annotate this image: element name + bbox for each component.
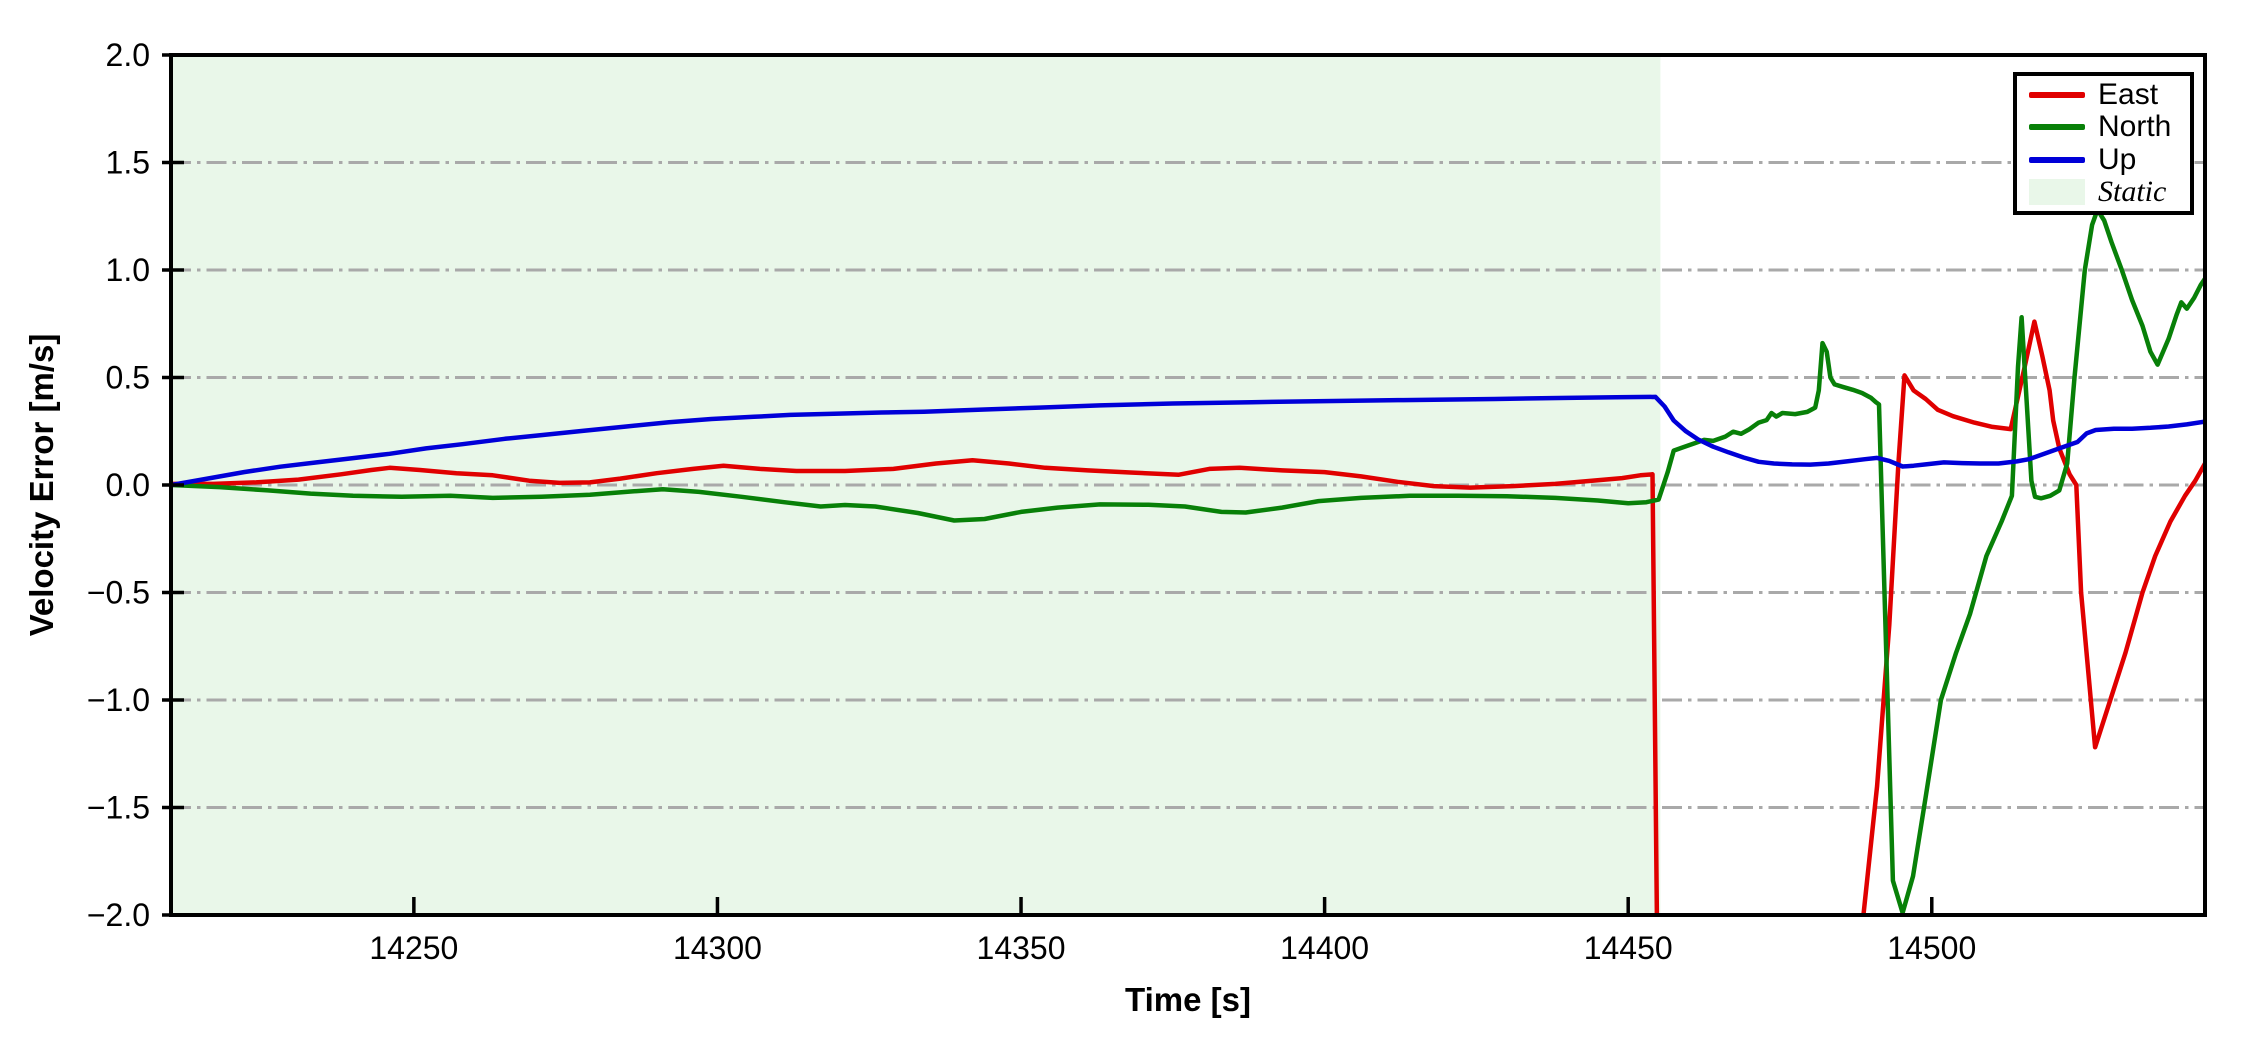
east-line-swatch [2029,92,2085,99]
legend-label-north: North [2098,110,2172,144]
y-tick-label: −0.5 [87,575,150,611]
legend-label-static: Static [2098,174,2167,208]
legend-entry-up: Up [2029,144,2186,176]
x-tick-label: 14400 [1280,930,1369,966]
x-tick-label: 14250 [369,930,458,966]
y-tick-label: −1.5 [87,790,150,826]
series-line-north [171,207,2205,915]
legend-label-up: Up [2098,142,2137,176]
y-tick-label: 0.5 [106,360,150,396]
x-tick-label: 14450 [1584,930,1673,966]
x-tick-label: 14300 [673,930,762,966]
static-patch-swatch [2029,178,2085,205]
x-tick-label: 14500 [1887,930,1976,966]
up-line-swatch [2029,156,2085,163]
x-axis-label: Time [s] [1125,981,1251,1018]
legend-entry-east: East [2029,79,2186,111]
y-tick-label: 1.0 [106,252,150,288]
x-tick-label: 14350 [977,930,1066,966]
legend-entry-static: Static [2029,176,2186,208]
legend-label-east: East [2098,78,2159,112]
legend: East North Up Static [2013,72,2194,215]
y-tick-label: 1.5 [106,145,150,181]
north-line-swatch [2029,124,2085,131]
y-tick-label: −2.0 [87,897,150,933]
y-axis-label: Velocity Error [m/s] [23,333,60,637]
y-tick-label: 2.0 [106,37,150,73]
series-line-up [171,394,2205,488]
y-tick-label: −1.0 [87,682,150,718]
legend-entry-north: North [2029,111,2186,143]
y-tick-label: 0.0 [106,467,150,503]
